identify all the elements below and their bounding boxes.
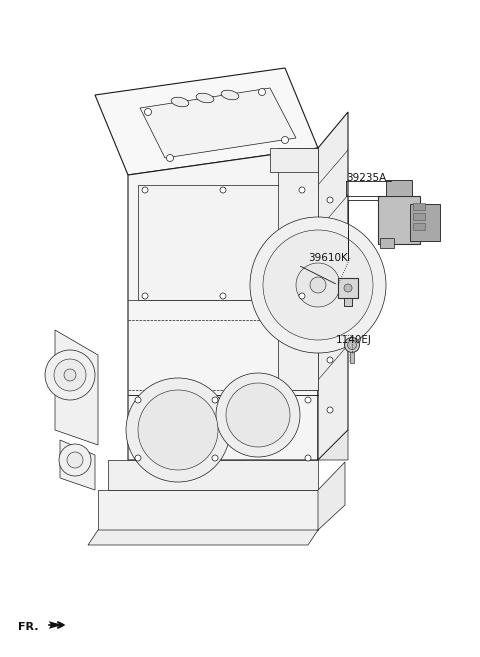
Polygon shape: [386, 180, 412, 196]
Bar: [413, 203, 425, 210]
Bar: [413, 213, 425, 220]
Circle shape: [305, 455, 311, 461]
Circle shape: [327, 307, 333, 313]
Circle shape: [216, 373, 300, 457]
Text: FR.: FR.: [18, 622, 38, 632]
Ellipse shape: [221, 90, 239, 100]
Text: 1140EJ: 1140EJ: [336, 335, 372, 345]
Polygon shape: [95, 68, 318, 175]
Bar: [413, 223, 425, 230]
Circle shape: [59, 444, 91, 476]
Polygon shape: [140, 88, 296, 158]
Polygon shape: [128, 148, 318, 460]
Polygon shape: [344, 298, 352, 306]
Circle shape: [327, 197, 333, 203]
Polygon shape: [338, 278, 358, 298]
Circle shape: [126, 378, 230, 482]
Circle shape: [138, 390, 218, 470]
Circle shape: [327, 357, 333, 363]
Polygon shape: [410, 204, 440, 241]
Text: 39610K: 39610K: [308, 253, 348, 263]
Circle shape: [344, 284, 352, 292]
Circle shape: [226, 383, 290, 447]
Circle shape: [345, 338, 360, 353]
Polygon shape: [350, 352, 354, 363]
Circle shape: [250, 217, 386, 353]
Circle shape: [54, 359, 86, 391]
Polygon shape: [378, 196, 420, 244]
Circle shape: [305, 397, 311, 403]
Ellipse shape: [171, 97, 189, 107]
Polygon shape: [138, 185, 308, 300]
Circle shape: [144, 108, 152, 116]
Polygon shape: [278, 148, 318, 390]
Circle shape: [259, 89, 265, 95]
Polygon shape: [318, 430, 348, 460]
Circle shape: [135, 397, 141, 403]
Circle shape: [45, 350, 95, 400]
Circle shape: [281, 137, 288, 143]
Circle shape: [135, 455, 141, 461]
Circle shape: [142, 187, 148, 193]
Circle shape: [212, 397, 218, 403]
Circle shape: [263, 230, 373, 340]
Polygon shape: [108, 460, 318, 490]
Circle shape: [327, 407, 333, 413]
Polygon shape: [270, 148, 318, 172]
Circle shape: [220, 293, 226, 299]
Circle shape: [67, 452, 83, 468]
Circle shape: [142, 293, 148, 299]
Circle shape: [64, 369, 76, 381]
Circle shape: [299, 293, 305, 299]
Circle shape: [299, 187, 305, 193]
Polygon shape: [98, 490, 318, 530]
Polygon shape: [60, 440, 95, 490]
Circle shape: [348, 340, 357, 350]
Text: 39235A: 39235A: [346, 173, 386, 183]
Circle shape: [220, 187, 226, 193]
Polygon shape: [318, 462, 345, 530]
Polygon shape: [88, 530, 318, 545]
Polygon shape: [55, 330, 98, 445]
Polygon shape: [380, 238, 394, 248]
Circle shape: [296, 263, 340, 307]
Circle shape: [327, 247, 333, 253]
Circle shape: [167, 154, 173, 162]
Circle shape: [310, 277, 326, 293]
Ellipse shape: [196, 93, 214, 102]
Circle shape: [212, 455, 218, 461]
Polygon shape: [318, 112, 348, 460]
